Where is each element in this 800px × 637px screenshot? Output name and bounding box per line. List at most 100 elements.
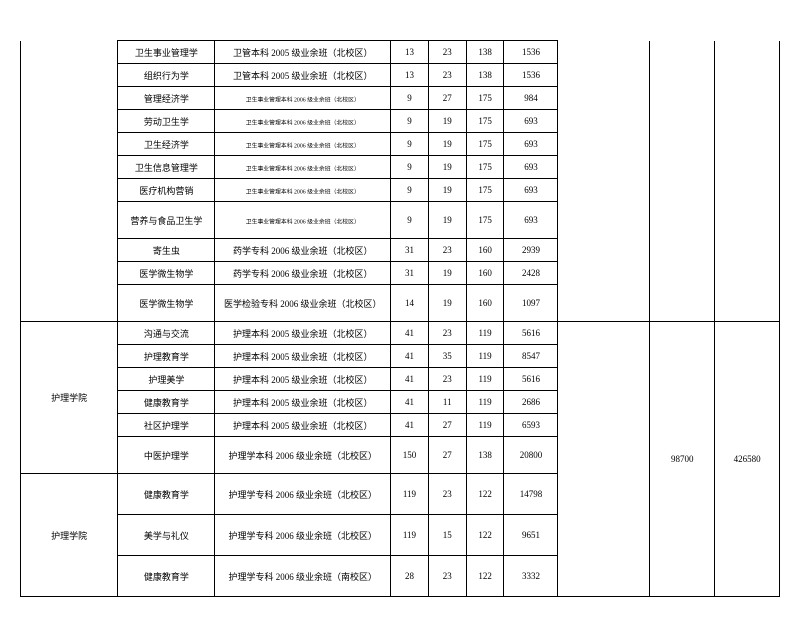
num-cell: 23 bbox=[428, 556, 466, 597]
num-cell: 23 bbox=[428, 368, 466, 391]
course-cell: 管理经济学 bbox=[118, 87, 215, 110]
num-cell: 119 bbox=[466, 391, 504, 414]
class-cell: 卫管本科 2005 级业余班（北校区） bbox=[215, 64, 391, 87]
course-cell: 卫生经济学 bbox=[118, 133, 215, 156]
num-cell: 9 bbox=[391, 156, 429, 179]
course-cell: 中医护理学 bbox=[118, 437, 215, 474]
num-cell: 27 bbox=[428, 87, 466, 110]
num-cell: 41 bbox=[391, 414, 429, 437]
dept-cell bbox=[21, 41, 118, 322]
num-cell: 19 bbox=[428, 179, 466, 202]
class-cell: 卫生事业管理本科 2006 级业余班（北校区） bbox=[224, 88, 382, 109]
class-cell: 卫生事业管理本科 2006 级业余班（北校区） bbox=[224, 203, 382, 236]
num-cell: 14798 bbox=[504, 474, 558, 515]
class-cell: 药学专科 2006 级业余班（北校区） bbox=[215, 262, 391, 285]
course-cell: 营养与食品卫生学 bbox=[118, 202, 215, 239]
num-cell: 693 bbox=[504, 110, 558, 133]
course-cell: 医学微生物学 bbox=[118, 262, 215, 285]
total-cell: 426580 bbox=[715, 322, 780, 597]
num-cell: 31 bbox=[391, 262, 429, 285]
course-cell: 劳动卫生学 bbox=[118, 110, 215, 133]
num-cell: 19 bbox=[428, 202, 466, 239]
course-cell: 社区护理学 bbox=[118, 414, 215, 437]
course-cell: 医疗机构营销 bbox=[118, 179, 215, 202]
class-cell: 护理本科 2005 级业余班（北校区） bbox=[215, 345, 391, 368]
num-cell: 23 bbox=[428, 239, 466, 262]
course-cell: 卫生事业管理学 bbox=[118, 41, 215, 64]
num-cell: 6593 bbox=[504, 414, 558, 437]
num-cell: 2939 bbox=[504, 239, 558, 262]
num-cell: 9651 bbox=[504, 515, 558, 556]
course-cell: 健康教育学 bbox=[118, 556, 215, 597]
course-cell: 健康教育学 bbox=[118, 391, 215, 414]
num-cell: 119 bbox=[391, 474, 429, 515]
num-cell: 1536 bbox=[504, 64, 558, 87]
num-cell: 122 bbox=[466, 474, 504, 515]
course-cell: 卫生信息管理学 bbox=[118, 156, 215, 179]
num-cell: 175 bbox=[466, 202, 504, 239]
class-cell: 护理本科 2005 级业余班（北校区） bbox=[215, 322, 391, 345]
blank-cell bbox=[558, 322, 650, 597]
num-cell: 9 bbox=[391, 133, 429, 156]
num-cell: 175 bbox=[466, 156, 504, 179]
num-cell: 15 bbox=[428, 515, 466, 556]
class-cell: 卫生事业管理本科 2006 级业余班（北校区） bbox=[224, 157, 382, 178]
num-cell: 19 bbox=[428, 110, 466, 133]
num-cell: 9 bbox=[391, 202, 429, 239]
num-cell: 23 bbox=[428, 64, 466, 87]
num-cell: 13 bbox=[391, 41, 429, 64]
course-cell: 沟通与交流 bbox=[118, 322, 215, 345]
num-cell: 119 bbox=[466, 322, 504, 345]
num-cell: 5616 bbox=[504, 322, 558, 345]
num-cell: 5616 bbox=[504, 368, 558, 391]
course-cell: 医学微生物学 bbox=[118, 285, 215, 322]
course-cell: 健康教育学 bbox=[118, 474, 215, 515]
course-cell: 寄生虫 bbox=[118, 239, 215, 262]
total-cell bbox=[650, 41, 715, 322]
class-cell: 护理本科 2005 级业余班（北校区） bbox=[215, 414, 391, 437]
num-cell: 27 bbox=[428, 414, 466, 437]
num-cell: 19 bbox=[428, 262, 466, 285]
num-cell: 160 bbox=[466, 285, 504, 322]
num-cell: 13 bbox=[391, 64, 429, 87]
course-cell: 护理教育学 bbox=[118, 345, 215, 368]
num-cell: 175 bbox=[466, 133, 504, 156]
num-cell: 8547 bbox=[504, 345, 558, 368]
num-cell: 150 bbox=[391, 437, 429, 474]
total-cell: 98700 bbox=[650, 322, 715, 597]
class-cell: 护理学本科 2006 级业余班（北校区） bbox=[215, 437, 391, 474]
num-cell: 138 bbox=[466, 437, 504, 474]
num-cell: 175 bbox=[466, 179, 504, 202]
class-cell: 护理学专科 2006 级业余班（南校区） bbox=[215, 556, 391, 597]
class-cell: 医学检验专科 2006 级业余班（北校区） bbox=[215, 285, 391, 322]
num-cell: 19 bbox=[428, 156, 466, 179]
num-cell: 9 bbox=[391, 87, 429, 110]
class-cell: 卫生事业管理本科 2006 级业余班（北校区） bbox=[224, 134, 382, 155]
num-cell: 984 bbox=[504, 87, 558, 110]
num-cell: 19 bbox=[428, 285, 466, 322]
num-cell: 14 bbox=[391, 285, 429, 322]
dept-cell: 护理学院 bbox=[21, 322, 118, 474]
num-cell: 28 bbox=[391, 556, 429, 597]
class-cell: 药学专科 2006 级业余班（北校区） bbox=[215, 239, 391, 262]
class-cell: 护理学专科 2006 级业余班（北校区） bbox=[215, 515, 391, 556]
num-cell: 23 bbox=[428, 322, 466, 345]
blank-cell bbox=[558, 41, 650, 322]
course-cell: 护理美学 bbox=[118, 368, 215, 391]
num-cell: 119 bbox=[391, 515, 429, 556]
num-cell: 175 bbox=[466, 87, 504, 110]
num-cell: 693 bbox=[504, 202, 558, 239]
num-cell: 693 bbox=[504, 133, 558, 156]
num-cell: 160 bbox=[466, 239, 504, 262]
num-cell: 119 bbox=[466, 414, 504, 437]
class-cell: 卫管本科 2005 级业余班（北校区） bbox=[215, 41, 391, 64]
num-cell: 23 bbox=[428, 41, 466, 64]
class-cell: 护理本科 2005 级业余班（北校区） bbox=[215, 368, 391, 391]
num-cell: 31 bbox=[391, 239, 429, 262]
num-cell: 1536 bbox=[504, 41, 558, 64]
num-cell: 122 bbox=[466, 515, 504, 556]
num-cell: 160 bbox=[466, 262, 504, 285]
num-cell: 41 bbox=[391, 345, 429, 368]
num-cell: 41 bbox=[391, 322, 429, 345]
num-cell: 122 bbox=[466, 556, 504, 597]
